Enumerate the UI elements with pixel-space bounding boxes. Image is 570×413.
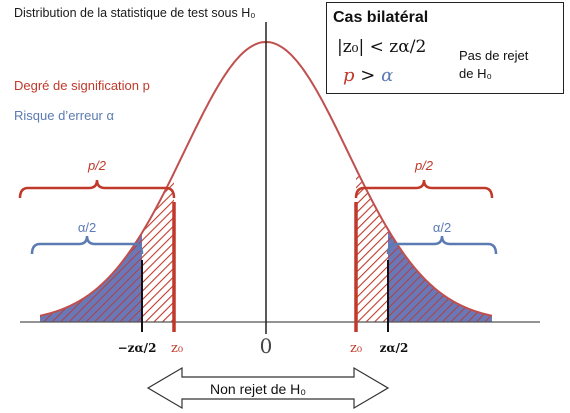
p-brace-right (354, 179, 494, 199)
neg-z-alpha-label: −zα/2 (118, 341, 157, 355)
condition-alpha-symbol: α (381, 65, 394, 86)
condition-gt: > (360, 65, 376, 86)
alpha-half-right-label: α/2 (433, 220, 451, 235)
alpha-half-left-label: α/2 (78, 220, 96, 235)
non-reject-arrow (146, 366, 390, 410)
condition-p: p > α (343, 65, 393, 86)
non-reject-label: Non rejet de H₀ (210, 381, 307, 397)
z0-right-label: z₀ (350, 341, 362, 356)
z0-left-label: z₀ (171, 341, 183, 356)
condition-z: |z₀| < zα/2 (337, 37, 426, 57)
condition-z-text: |z₀| < zα/2 (337, 37, 427, 57)
zero-label: 0 (260, 334, 273, 358)
alpha-region-right (388, 229, 492, 322)
decision-line-1: Pas de rejet (459, 48, 529, 63)
alpha-brace-right (386, 235, 498, 255)
box-title: Cas bilatéral (333, 9, 429, 26)
alpha-brace-left (30, 235, 144, 255)
chart-title: Distribution de la statistique de test s… (14, 6, 256, 20)
decision-box: Cas bilatéral |z₀| < zα/2 p > α Pas de r… (326, 2, 564, 94)
z-alpha-label: zα/2 (380, 341, 409, 355)
alpha-region-left (40, 232, 142, 322)
decision-text: Pas de rejet de H₀ (459, 47, 528, 83)
p-half-left-label: p/2 (87, 158, 107, 173)
legend-alpha-label: Risque d’erreur α (14, 108, 115, 123)
decision-line-2: de H₀ (459, 66, 492, 81)
legend-p-label: Degré de signification p (14, 78, 150, 93)
p-half-right-label: p/2 (414, 158, 434, 173)
p-brace-left (18, 179, 176, 199)
condition-p-symbol: p (343, 65, 355, 86)
